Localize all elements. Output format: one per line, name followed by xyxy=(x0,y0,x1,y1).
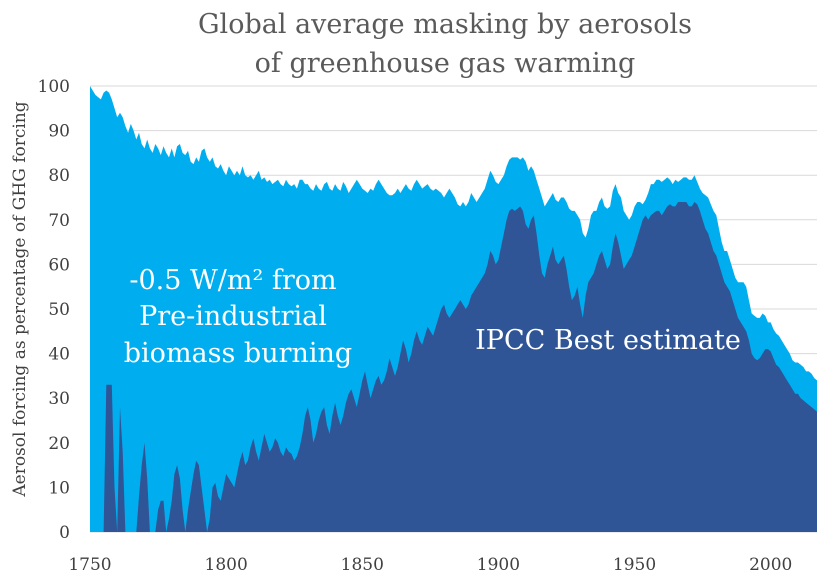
annotation-upper-line-1: -0.5 W/m² from xyxy=(129,265,336,296)
area-ipcc-best-estimate xyxy=(90,202,817,532)
x-tick-label-1900: 1900 xyxy=(477,555,520,575)
y-tick-label-100: 100 xyxy=(38,77,70,97)
y-tick-label-60: 60 xyxy=(48,255,70,275)
y-tick-label-0: 0 xyxy=(59,523,70,543)
x-tick-labels: 1750 1800 1850 1900 1950 2000 xyxy=(68,555,792,575)
y-tick-label-40: 40 xyxy=(48,345,70,365)
y-tick-label-10: 10 xyxy=(48,478,70,498)
y-tick-label-70: 70 xyxy=(48,211,70,231)
annotation-upper-line-2: Pre-industrial xyxy=(139,301,327,332)
annotation-lower: IPCC Best estimate xyxy=(475,325,741,356)
x-tick-label-1800: 1800 xyxy=(205,555,248,575)
y-tick-labels: 0 10 20 30 40 50 60 70 80 90 100 xyxy=(38,77,70,543)
chart-title-line-2: of greenhouse gas warming xyxy=(255,48,636,79)
y-tick-label-30: 30 xyxy=(48,389,70,409)
x-tick-label-1950: 1950 xyxy=(613,555,656,575)
y-axis-label: Aerosol forcing as percentage of GHG for… xyxy=(10,101,30,497)
y-tick-label-90: 90 xyxy=(48,122,70,142)
y-tick-label-50: 50 xyxy=(48,300,70,320)
x-tick-label-2000: 2000 xyxy=(749,555,792,575)
chart-areas xyxy=(90,86,817,532)
x-tick-label-1850: 1850 xyxy=(341,555,384,575)
y-tick-label-20: 20 xyxy=(48,434,70,454)
x-tick-label-1750: 1750 xyxy=(68,555,111,575)
chart-title-line-1: Global average masking by aerosols xyxy=(198,9,692,40)
y-tick-label-80: 80 xyxy=(48,166,70,186)
annotation-upper-line-3: biomass burning xyxy=(124,338,352,369)
